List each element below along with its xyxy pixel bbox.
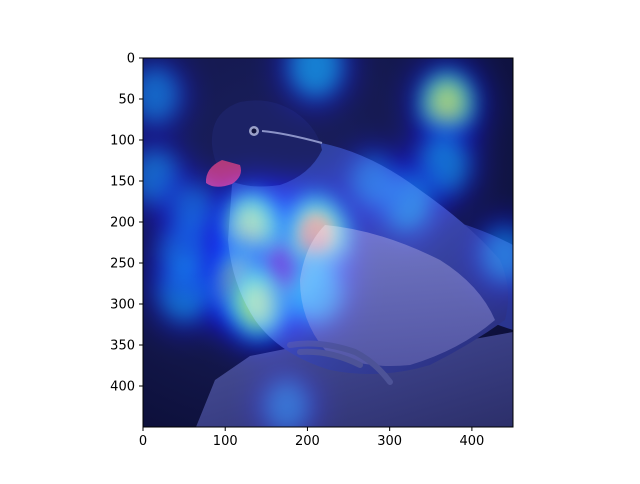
heatmap-hotspot-12-level-2	[427, 80, 467, 126]
x-tick-label: 200	[295, 434, 320, 449]
heatmap-hotspot-17-level-1	[265, 381, 309, 427]
heatmap-hotspot-2-level-3	[299, 215, 332, 254]
y-tick-label: 200	[110, 216, 135, 231]
x-tick-label: 400	[459, 434, 484, 449]
heatmap-hotspot-11-level-1	[289, 58, 342, 98]
y-tick-label: 300	[110, 298, 135, 313]
y-tick-label: 350	[110, 339, 135, 354]
y-tick-label: 100	[110, 134, 135, 149]
y-tick-label: 0	[127, 52, 135, 67]
heatmap-hotspot-3-level-2	[229, 202, 271, 251]
y-tick-label: 400	[110, 380, 135, 395]
heatmap-hotspot-10-level-1	[143, 67, 179, 123]
bird-feet	[287, 340, 393, 385]
plot-frame	[142, 57, 514, 428]
heatmap-hotspot-18-level-1	[170, 184, 214, 235]
heatmap-layer	[143, 58, 513, 427]
y-tick-label: 50	[118, 93, 135, 108]
heatmap-hotspot-16-level-1	[351, 155, 395, 207]
plot-area	[143, 58, 513, 427]
y-axis: 0 50 100 150 200 250 300 350 400	[110, 52, 143, 395]
bird-eye-streak	[261, 130, 323, 144]
x-tick-label: 0	[139, 434, 147, 449]
y-tick-label: 250	[110, 257, 135, 272]
x-tick-label: 100	[213, 434, 238, 449]
heatmap-hotspot-6-level-1	[289, 260, 342, 323]
x-axis: 0 100 200 300 400	[139, 427, 484, 449]
bird-eye-pupil	[251, 128, 257, 134]
y-tick-label: 150	[110, 175, 135, 190]
heatmap-hotspot-5-level-2	[237, 280, 279, 328]
x-tick-label: 300	[377, 434, 402, 449]
heatmap-hotspot-15-level-1	[481, 227, 513, 282]
bird-beak	[205, 160, 241, 187]
